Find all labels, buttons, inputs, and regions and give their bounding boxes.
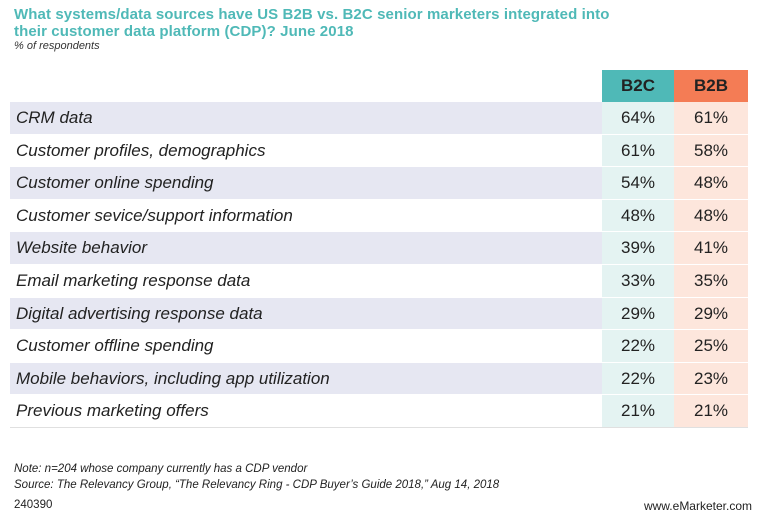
cell-b2b: 48% bbox=[674, 167, 748, 199]
cell-b2b: 29% bbox=[674, 297, 748, 330]
cell-b2c: 22% bbox=[602, 362, 674, 395]
table-row: Customer offline spending 22% 25% bbox=[10, 330, 748, 363]
table-row: Mobile behaviors, including app utilizat… bbox=[10, 362, 748, 396]
cell-b2c: 29% bbox=[602, 297, 674, 330]
table-row: Customer profiles, demographics 61% 58% bbox=[10, 134, 748, 168]
table-row: Customer sevice/support information 48% 48… bbox=[10, 199, 748, 233]
cell-b2c: 22% bbox=[602, 330, 674, 362]
column-header-b2b: B2B bbox=[674, 70, 748, 102]
cell-b2c: 33% bbox=[602, 264, 674, 297]
table-row: Website behavior 39% 41% bbox=[10, 232, 748, 265]
row-label: CRM data bbox=[10, 102, 602, 134]
cell-b2b: 35% bbox=[674, 264, 748, 297]
chart-title: What systems/data sources have US B2B vs… bbox=[14, 6, 610, 40]
cell-b2b: 23% bbox=[674, 362, 748, 395]
cell-b2b: 58% bbox=[674, 134, 748, 167]
note-text: Note: n=204 whose company currently has … bbox=[14, 463, 308, 475]
table-row: CRM data 64% 61% bbox=[10, 102, 748, 135]
row-label: Previous marketing offers bbox=[16, 401, 209, 421]
column-header-b2c: B2C bbox=[602, 70, 674, 102]
row-label: Digital advertising response data bbox=[10, 297, 602, 330]
cell-b2c: 21% bbox=[602, 395, 674, 427]
source-text: Source: The Relevancy Group, “The Releva… bbox=[14, 479, 500, 491]
cell-b2c: 61% bbox=[602, 134, 674, 167]
cell-b2b: 25% bbox=[674, 330, 748, 362]
cell-b2b: 41% bbox=[674, 232, 748, 264]
chart-id: 240390 bbox=[14, 499, 53, 511]
table-row: Digital advertising response data 29% 29% bbox=[10, 297, 748, 331]
data-table: B2C B2B CRM data 64% 61% Customer profiles,… bbox=[10, 70, 748, 428]
chart-subtitle: % of respondents bbox=[14, 40, 100, 52]
row-label: Customer offline spending bbox=[16, 336, 214, 356]
row-label: Customer online spending bbox=[10, 167, 602, 199]
row-label: Website behavior bbox=[10, 232, 602, 264]
table-body: CRM data 64% 61% Customer profiles, demogra… bbox=[10, 102, 748, 428]
row-label: Customer sevice/support information bbox=[16, 205, 293, 225]
table-row: Previous marketing offers 21% 21% bbox=[10, 395, 748, 428]
cell-b2b: 48% bbox=[674, 199, 748, 232]
cell-b2c: 64% bbox=[602, 102, 674, 134]
table-row: Customer online spending 54% 48% bbox=[10, 167, 748, 200]
cell-b2c: 54% bbox=[602, 167, 674, 199]
cell-b2c: 39% bbox=[602, 232, 674, 264]
cell-b2c: 48% bbox=[602, 199, 674, 232]
table-header: B2C B2B bbox=[10, 70, 748, 102]
cell-b2b: 21% bbox=[674, 395, 748, 427]
row-label: Customer profiles, demographics bbox=[16, 140, 266, 160]
row-label: Email marketing response data bbox=[16, 270, 251, 290]
brand-url: www.eMarketer.com bbox=[643, 499, 752, 513]
table-bottom-rule bbox=[10, 427, 748, 428]
cell-b2b: 61% bbox=[674, 102, 748, 134]
row-label: Mobile behaviors, including app utilizat… bbox=[10, 362, 602, 395]
footnote: Note: n=204 whose company currently has … bbox=[14, 461, 499, 493]
table-row: Email marketing response data 33% 35% bbox=[10, 264, 748, 298]
